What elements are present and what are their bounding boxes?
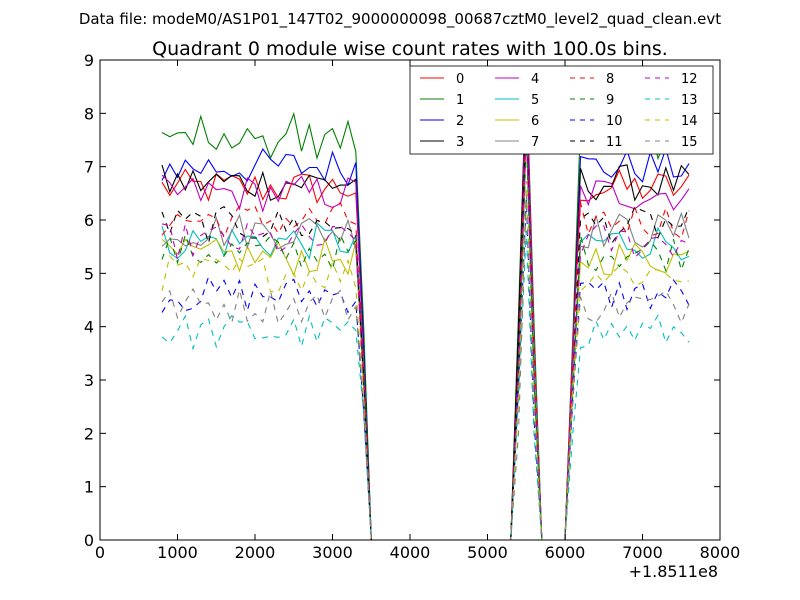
x-tick-label: 3000 bbox=[312, 543, 353, 562]
ticks-group: 0 1000 2000 3000 4000 5000 6000 7000 80000123456… bbox=[84, 51, 741, 562]
x-tick-label: 4000 bbox=[390, 543, 431, 562]
series-line-5 bbox=[161, 135, 690, 541]
x-tick-label: 1000 bbox=[157, 543, 198, 562]
series-line-10 bbox=[161, 199, 690, 541]
y-tick-label: 1 bbox=[84, 478, 94, 497]
legend-label-12: 12 bbox=[681, 72, 698, 87]
legend-label-3: 3 bbox=[456, 135, 464, 150]
x-tick-label: 7000 bbox=[622, 543, 663, 562]
legend-label-10: 10 bbox=[606, 114, 623, 129]
chart-title: Quadrant 0 module wise count rates with … bbox=[152, 38, 668, 60]
legend-label-4: 4 bbox=[531, 72, 539, 87]
series-line-11 bbox=[161, 109, 690, 541]
legend-label-9: 9 bbox=[606, 93, 614, 108]
y-tick-label: 2 bbox=[84, 424, 94, 443]
legend-label-13: 13 bbox=[681, 93, 698, 108]
legend-label-6: 6 bbox=[531, 114, 539, 129]
series-line-6 bbox=[161, 130, 690, 541]
legend-label-5: 5 bbox=[531, 93, 539, 108]
legend-label-14: 14 bbox=[681, 114, 698, 129]
legend-box bbox=[409, 65, 714, 155]
series-line-9 bbox=[161, 134, 690, 541]
legend-label-0: 0 bbox=[456, 72, 464, 87]
series-line-7 bbox=[161, 128, 690, 541]
y-tick-label: 3 bbox=[84, 371, 94, 390]
series-line-15 bbox=[161, 194, 690, 541]
legend-label-15: 15 bbox=[681, 135, 698, 150]
series-line-13 bbox=[161, 230, 690, 541]
y-tick-label: 6 bbox=[84, 211, 94, 230]
legend-label-7: 7 bbox=[531, 135, 539, 150]
y-tick-label: 9 bbox=[84, 51, 94, 70]
y-tick-label: 7 bbox=[84, 158, 94, 177]
legend-label-2: 2 bbox=[456, 114, 464, 129]
legend-label-1: 1 bbox=[456, 93, 464, 108]
x-offset-label: +1.8511e8 bbox=[629, 562, 718, 581]
legend-label-11: 11 bbox=[606, 135, 623, 150]
x-tick-label: 0 bbox=[95, 543, 105, 562]
y-tick-label: 4 bbox=[84, 318, 94, 337]
x-tick-label: 2000 bbox=[235, 543, 276, 562]
x-tick-label: 6000 bbox=[545, 543, 586, 562]
x-tick-label: 8000 bbox=[700, 543, 741, 562]
y-tick-label: 5 bbox=[84, 264, 94, 283]
legend-label-8: 8 bbox=[606, 72, 614, 87]
series-line-12 bbox=[161, 128, 690, 541]
chart-suptitle: Data file: modeM0/AS1P01_147T02_90000000… bbox=[79, 10, 721, 29]
x-tick-label: 5000 bbox=[467, 543, 508, 562]
y-tick-label: 8 bbox=[84, 104, 94, 123]
y-tick-label: 0 bbox=[84, 531, 94, 550]
